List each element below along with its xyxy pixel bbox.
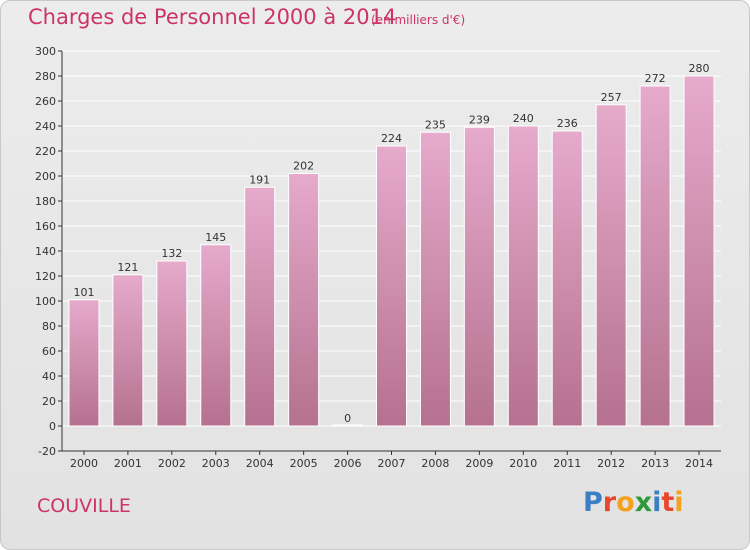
y-tick-label: 200	[35, 170, 56, 183]
x-tick-label: 2009	[465, 457, 493, 470]
bar-value-label: 280	[689, 62, 710, 75]
x-tick-label: 2007	[378, 457, 406, 470]
x-tick-label: 2002	[158, 457, 186, 470]
y-tick-label: 100	[35, 295, 56, 308]
y-tick-label: 280	[35, 70, 56, 83]
bar	[288, 173, 320, 427]
bar-value-label: 121	[117, 261, 138, 274]
bar-value-label: 224	[381, 132, 402, 145]
x-tick-label: 2004	[246, 457, 274, 470]
y-tick-label: 220	[35, 145, 56, 158]
bar-value-label: 145	[205, 231, 226, 244]
bar-value-label: 272	[645, 72, 666, 85]
bar-value-label: 257	[601, 91, 622, 104]
y-tick-label: 20	[42, 395, 56, 408]
x-tick-label: 2013	[641, 457, 669, 470]
bar	[507, 125, 539, 427]
bar	[419, 131, 451, 427]
bar	[332, 424, 364, 427]
x-tick-label: 2005	[290, 457, 318, 470]
y-tick-label: 0	[49, 420, 56, 433]
x-tick-label: 2001	[114, 457, 142, 470]
bar-value-label: 101	[73, 286, 94, 299]
y-tick-label: 80	[42, 320, 56, 333]
y-tick-label: 300	[35, 45, 56, 58]
bar-value-label: 239	[469, 113, 490, 126]
commune-name: COUVILLE	[37, 495, 131, 517]
x-tick-label: 2012	[597, 457, 625, 470]
logo-letter: r	[602, 487, 617, 518]
bar	[683, 75, 715, 427]
bar	[244, 186, 276, 427]
chart-unit: (en milliers d'€)	[371, 13, 466, 27]
proxiti-logo: Proxiti	[583, 487, 684, 518]
data-labels: 101 121 132 145 191 202 0 224 235 239 240 236 257 272…	[73, 62, 709, 425]
x-tick-label: 2008	[421, 457, 449, 470]
logo-letter: x	[634, 487, 653, 518]
logo-letter: o	[616, 487, 635, 518]
bar	[639, 85, 671, 427]
bar-value-label: 202	[293, 160, 314, 173]
axes: -20 0 20 40 60 80 100 120 140 160 180 200 220 240 260 2…	[35, 45, 721, 470]
logo-letter: i	[652, 487, 662, 518]
y-tick-label: 240	[35, 120, 56, 133]
bar	[463, 126, 495, 427]
bar-value-label: 0	[344, 412, 351, 425]
y-tick-label: 140	[35, 245, 56, 258]
x-tick-label: 2011	[553, 457, 581, 470]
y-tick-label: 40	[42, 370, 56, 383]
y-tick-label: 120	[35, 270, 56, 283]
y-tick-label: 60	[42, 345, 56, 358]
bar-value-label: 191	[249, 173, 270, 186]
bar	[551, 130, 583, 427]
y-tick-label: -20	[38, 445, 56, 458]
y-tick-label: 180	[35, 195, 56, 208]
bar-value-label: 235	[425, 118, 446, 131]
x-tick-label: 2014	[685, 457, 713, 470]
x-tick-label: 2010	[509, 457, 537, 470]
bar	[595, 104, 627, 427]
bar-value-label: 236	[557, 117, 578, 130]
logo-letter: P	[583, 487, 603, 518]
x-tick-label: 2000	[70, 457, 98, 470]
logo-letter: t	[661, 487, 675, 518]
x-tick-label: 2006	[334, 457, 362, 470]
bar	[156, 260, 188, 427]
bar	[112, 274, 144, 427]
bar	[68, 299, 100, 427]
bar-value-label: 240	[513, 112, 534, 125]
bar	[376, 145, 407, 427]
y-tick-label: 160	[35, 220, 56, 233]
bar	[200, 244, 232, 427]
bars	[68, 75, 715, 427]
chart-title: Charges de Personnel 2000 à 2014	[28, 5, 397, 29]
x-tick-label: 2003	[202, 457, 230, 470]
y-tick-label: 260	[35, 95, 56, 108]
bar-value-label: 132	[161, 247, 182, 260]
logo-letter: i	[674, 487, 684, 518]
